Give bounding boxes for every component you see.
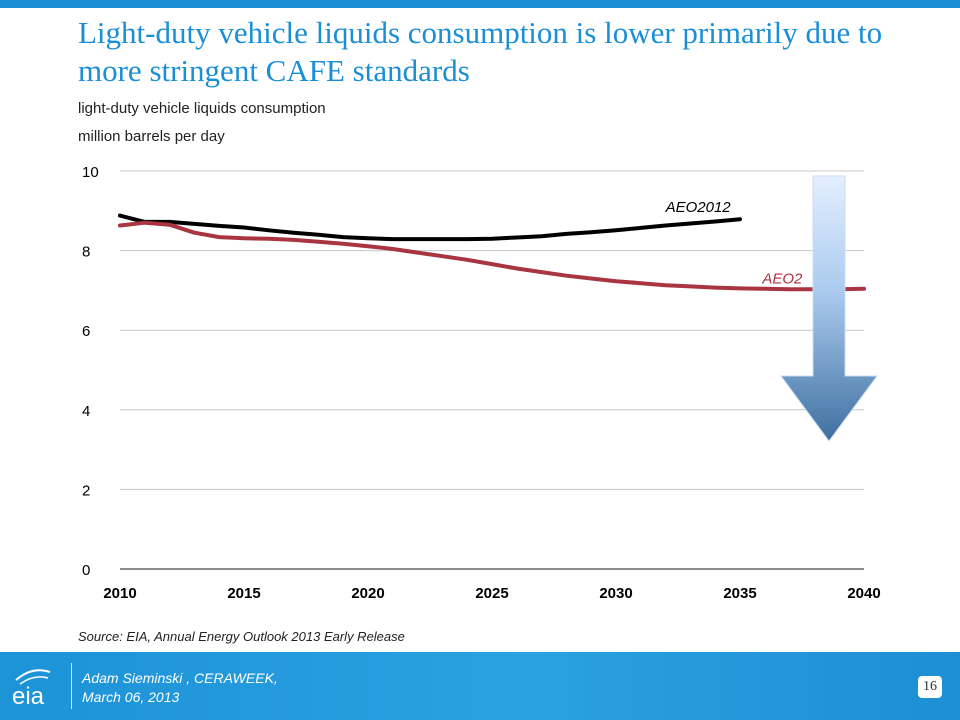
x-tick-label: 2030 bbox=[599, 585, 632, 602]
presentation-date: March 06, 2013 bbox=[82, 689, 180, 705]
series-line-aeo2012 bbox=[118, 213, 742, 242]
y-tick-label: 8 bbox=[82, 244, 90, 261]
x-tick-label: 2015 bbox=[227, 585, 260, 602]
y-tick-label: 2 bbox=[82, 482, 90, 499]
x-tick-label: 2035 bbox=[723, 585, 756, 602]
top-accent-bar bbox=[0, 0, 960, 8]
y-tick-label: 0 bbox=[82, 562, 90, 579]
y-tick-label: 4 bbox=[82, 403, 90, 420]
source-note: Source: EIA, Annual Energy Outlook 2013 … bbox=[78, 629, 405, 644]
svg-text:eia: eia bbox=[12, 683, 45, 708]
downward-arrow-icon bbox=[780, 175, 878, 442]
chart-ylabel-line1: light-duty vehicle liquids consumption bbox=[78, 100, 326, 117]
x-tick-label: 2040 bbox=[847, 585, 880, 602]
series-line-aeo2013 bbox=[118, 220, 866, 292]
presenter-name: Adam Sieminski , CERAWEEK, bbox=[82, 670, 278, 686]
series-label-aeo2013: AEO2 bbox=[761, 270, 803, 287]
x-tick-label: 2020 bbox=[351, 585, 384, 602]
x-tick-label: 2025 bbox=[475, 585, 508, 602]
slide-title: Light-duty vehicle liquids consumption i… bbox=[78, 15, 883, 88]
x-tick-label: 2010 bbox=[103, 585, 136, 602]
footer-bar: eia Adam Sieminski , CERAWEEK, March 06,… bbox=[0, 652, 960, 720]
footer-divider bbox=[71, 663, 72, 709]
eia-logo-icon: eia bbox=[12, 669, 51, 708]
y-tick-label: 6 bbox=[82, 323, 90, 340]
page-number: 16 bbox=[918, 676, 942, 698]
line-chart: 0 2 4 6 8 10 2010 2015 2020 2025 2030 2035 2040 AEO20… bbox=[82, 164, 881, 602]
series-label-aeo2012: AEO2012 bbox=[665, 199, 732, 216]
chart-ylabel-line2: million barrels per day bbox=[78, 128, 225, 145]
y-tick-label: 10 bbox=[82, 164, 99, 181]
